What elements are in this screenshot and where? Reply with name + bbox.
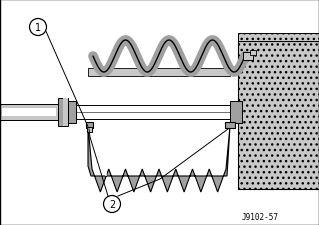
Bar: [58, 99, 68, 126]
Bar: [68, 101, 76, 124]
Bar: [88, 69, 230, 77]
Circle shape: [29, 19, 47, 36]
Bar: [230, 101, 242, 124]
Polygon shape: [88, 126, 230, 192]
Bar: [238, 42, 319, 189]
Text: 2: 2: [109, 199, 115, 209]
Circle shape: [103, 196, 121, 213]
Bar: [238, 34, 319, 42]
Bar: [0, 105, 58, 120]
Text: J9102-57: J9102-57: [242, 213, 279, 222]
Bar: [250, 51, 256, 56]
Bar: [243, 53, 253, 61]
Bar: [225, 122, 235, 128]
Bar: [87, 127, 92, 132]
Text: 1: 1: [35, 23, 41, 33]
Bar: [2, 108, 56, 117]
Bar: [76, 106, 241, 119]
Bar: [63, 99, 68, 126]
Bar: [86, 122, 93, 128]
